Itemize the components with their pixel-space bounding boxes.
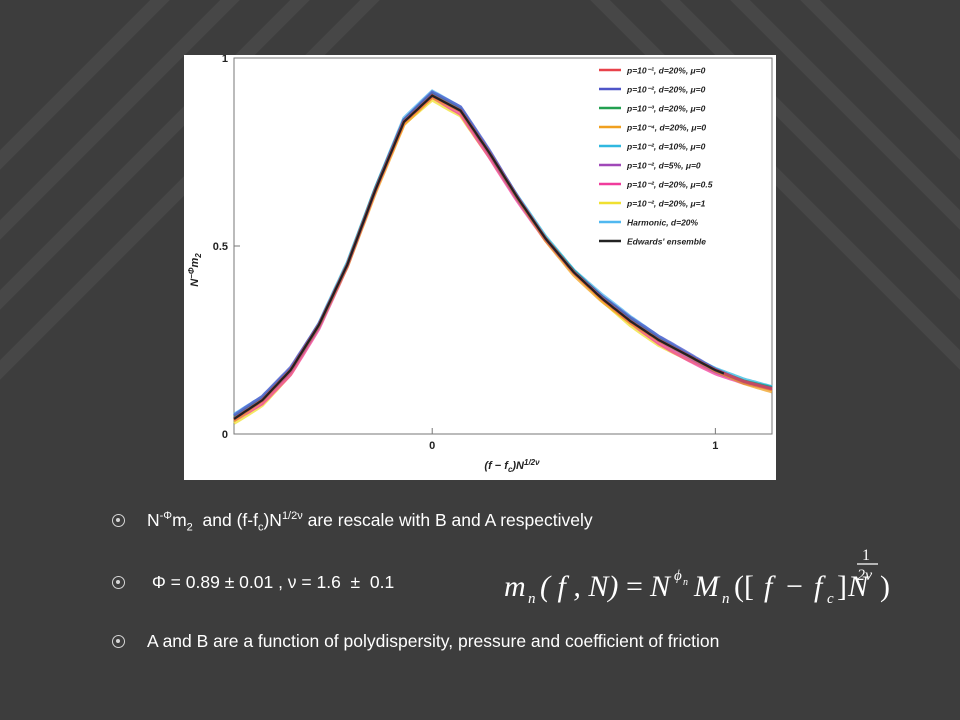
- legend-label: p=10⁻², d=5%, μ=0: [626, 161, 701, 171]
- svg-text:N: N: [649, 570, 672, 603]
- svg-text:f: f: [814, 570, 826, 603]
- bullet-text: Φ = 0.89 ± 0.01 , ν = 1.6 ± 0.1: [147, 572, 395, 592]
- svg-text:n: n: [528, 591, 536, 607]
- legend-label: p=10⁻³, d=20%, μ=0: [626, 104, 706, 114]
- x-axis-label: (f − fc)N1/2ν: [484, 458, 540, 474]
- svg-text:f: f: [764, 570, 776, 603]
- x-tick-label: 1: [712, 440, 718, 452]
- chart: 0 0.5 1 0 1 p=10⁻¹, d=20%, μ=0 p=10⁻², d=20%…: [187, 55, 773, 474]
- bullet-functions: A and B are a function of polydispersity…: [112, 631, 719, 652]
- y-tick-label: 0: [222, 429, 228, 441]
- y-tick-label: 0.5: [213, 241, 228, 253]
- svg-text:−: −: [786, 570, 803, 603]
- svg-text:c: c: [827, 591, 834, 607]
- bullet-text: N-Φm2 and (f-fc)N1/2ν are rescale with B…: [147, 510, 593, 534]
- svg-text:=: =: [626, 570, 643, 603]
- bullet-text: A and B are a function of polydispersity…: [147, 631, 720, 651]
- legend-label: p=10⁻², d=10%, μ=0: [626, 142, 706, 152]
- y-axis-label: N−Φm2: [187, 253, 203, 287]
- scaling-formula: m n ( f , N) = N ϕ n M n ([ f − f c ] N …: [504, 547, 890, 607]
- svg-text:([: ([: [734, 570, 754, 603]
- svg-text:): ): [880, 570, 890, 603]
- legend-label: Edwards' ensemble: [627, 237, 706, 247]
- svg-text:( f , N): ( f , N): [540, 570, 618, 603]
- svg-text:N: N: [847, 570, 870, 603]
- legend-label: Harmonic, d=20%: [627, 218, 699, 228]
- legend-label: p=10⁻², d=20%, μ=0: [626, 85, 706, 95]
- svg-text:1: 1: [862, 547, 870, 564]
- series-line: [233, 94, 725, 420]
- bullet-icon: [112, 514, 125, 527]
- svg-text:m: m: [504, 570, 526, 603]
- svg-text:n: n: [722, 591, 730, 607]
- figure-panel: 0 0.5 1 0 1 p=10⁻¹, d=20%, μ=0 p=10⁻², d=20%…: [184, 55, 776, 480]
- bullet-rescale: N-Φm2 and (f-fc)N1/2ν are rescale with B…: [112, 510, 593, 534]
- legend-label: p=10⁻², d=20%, μ=1: [626, 199, 706, 209]
- bullet-icon: [112, 576, 125, 589]
- bullet-values: Φ = 0.89 ± 0.01 , ν = 1.6 ± 0.1: [112, 572, 394, 593]
- svg-text:2ν: 2ν: [857, 567, 873, 584]
- bullet-icon: [112, 635, 125, 648]
- y-tick-label: 1: [222, 55, 228, 65]
- svg-text:M: M: [693, 570, 721, 603]
- legend-label: p=10⁻¹, d=20%, μ=0: [626, 66, 706, 76]
- legend-label: p=10⁻², d=20%, μ=0.5: [626, 180, 713, 190]
- svg-text:ϕ: ϕ: [674, 568, 682, 584]
- svg-text:n: n: [683, 577, 688, 588]
- legend-label: p=10⁻⁴, d=20%, μ=0: [626, 123, 706, 133]
- svg-text:]: ]: [837, 570, 847, 603]
- x-tick-label: 0: [429, 440, 435, 452]
